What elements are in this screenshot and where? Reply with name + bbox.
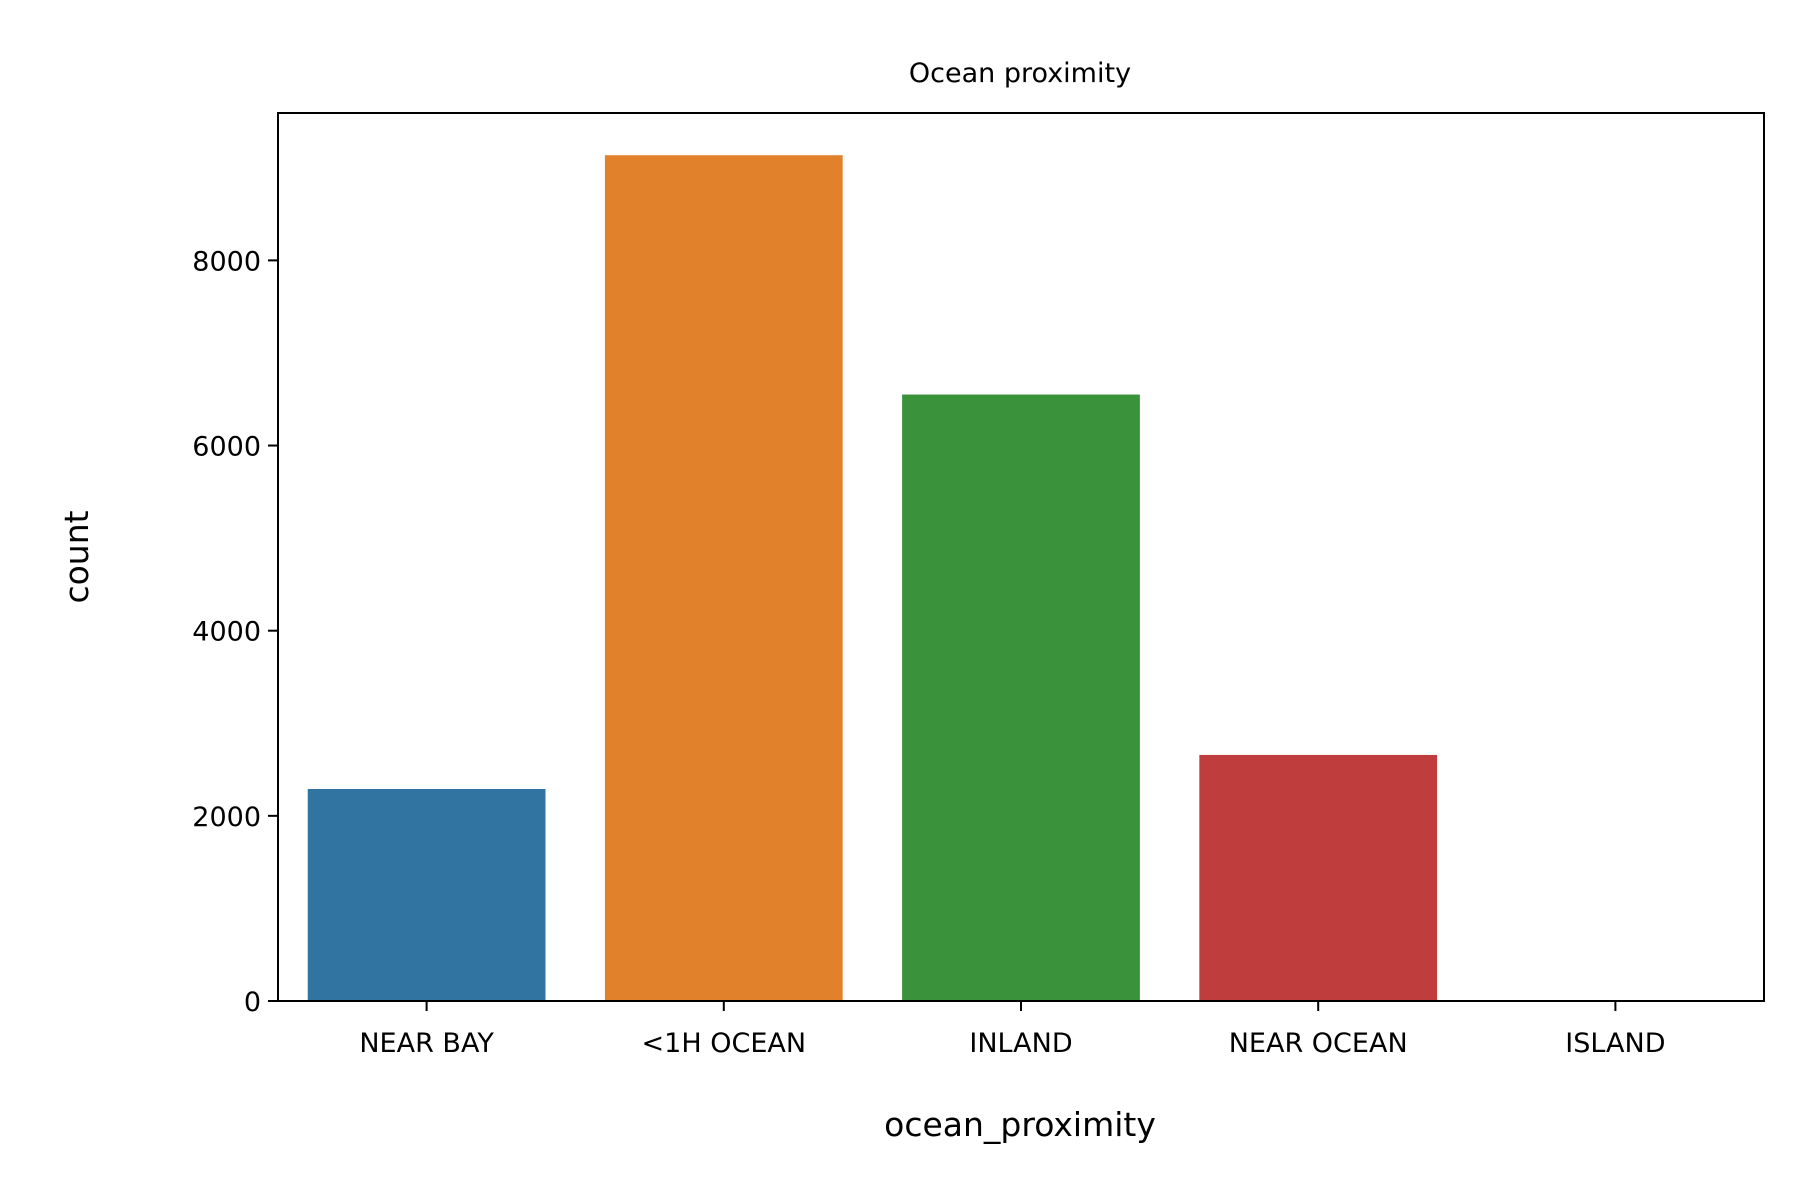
x-tick-label: NEAR BAY <box>359 1028 494 1059</box>
bar-2 <box>902 395 1140 1001</box>
x-axis-label: ocean_proximity <box>884 1105 1156 1144</box>
y-axis-ticks: 0 2000 4000 6000 8000 <box>192 246 278 1018</box>
bar-0 <box>308 789 546 1001</box>
bars-layer <box>308 155 1735 1001</box>
bar-3 <box>1199 755 1437 1001</box>
x-tick-label: INLAND <box>969 1028 1072 1059</box>
x-axis-ticks: NEAR BAY <1H OCEAN INLAND NEAR OCEAN ISLAND <box>359 1001 1665 1059</box>
y-tick-label: 2000 <box>192 802 261 833</box>
y-tick-label: 8000 <box>192 246 261 277</box>
y-tick-label: 4000 <box>192 617 261 648</box>
y-axis-label: count <box>57 510 96 603</box>
x-tick-label: <1H OCEAN <box>642 1028 807 1059</box>
chart-title: Ocean proximity <box>909 58 1131 89</box>
y-tick-label: 0 <box>244 987 261 1018</box>
y-tick-label: 6000 <box>192 432 261 463</box>
x-tick-label: NEAR OCEAN <box>1229 1028 1408 1059</box>
bar-1 <box>605 155 843 1001</box>
x-tick-label: ISLAND <box>1565 1028 1665 1059</box>
